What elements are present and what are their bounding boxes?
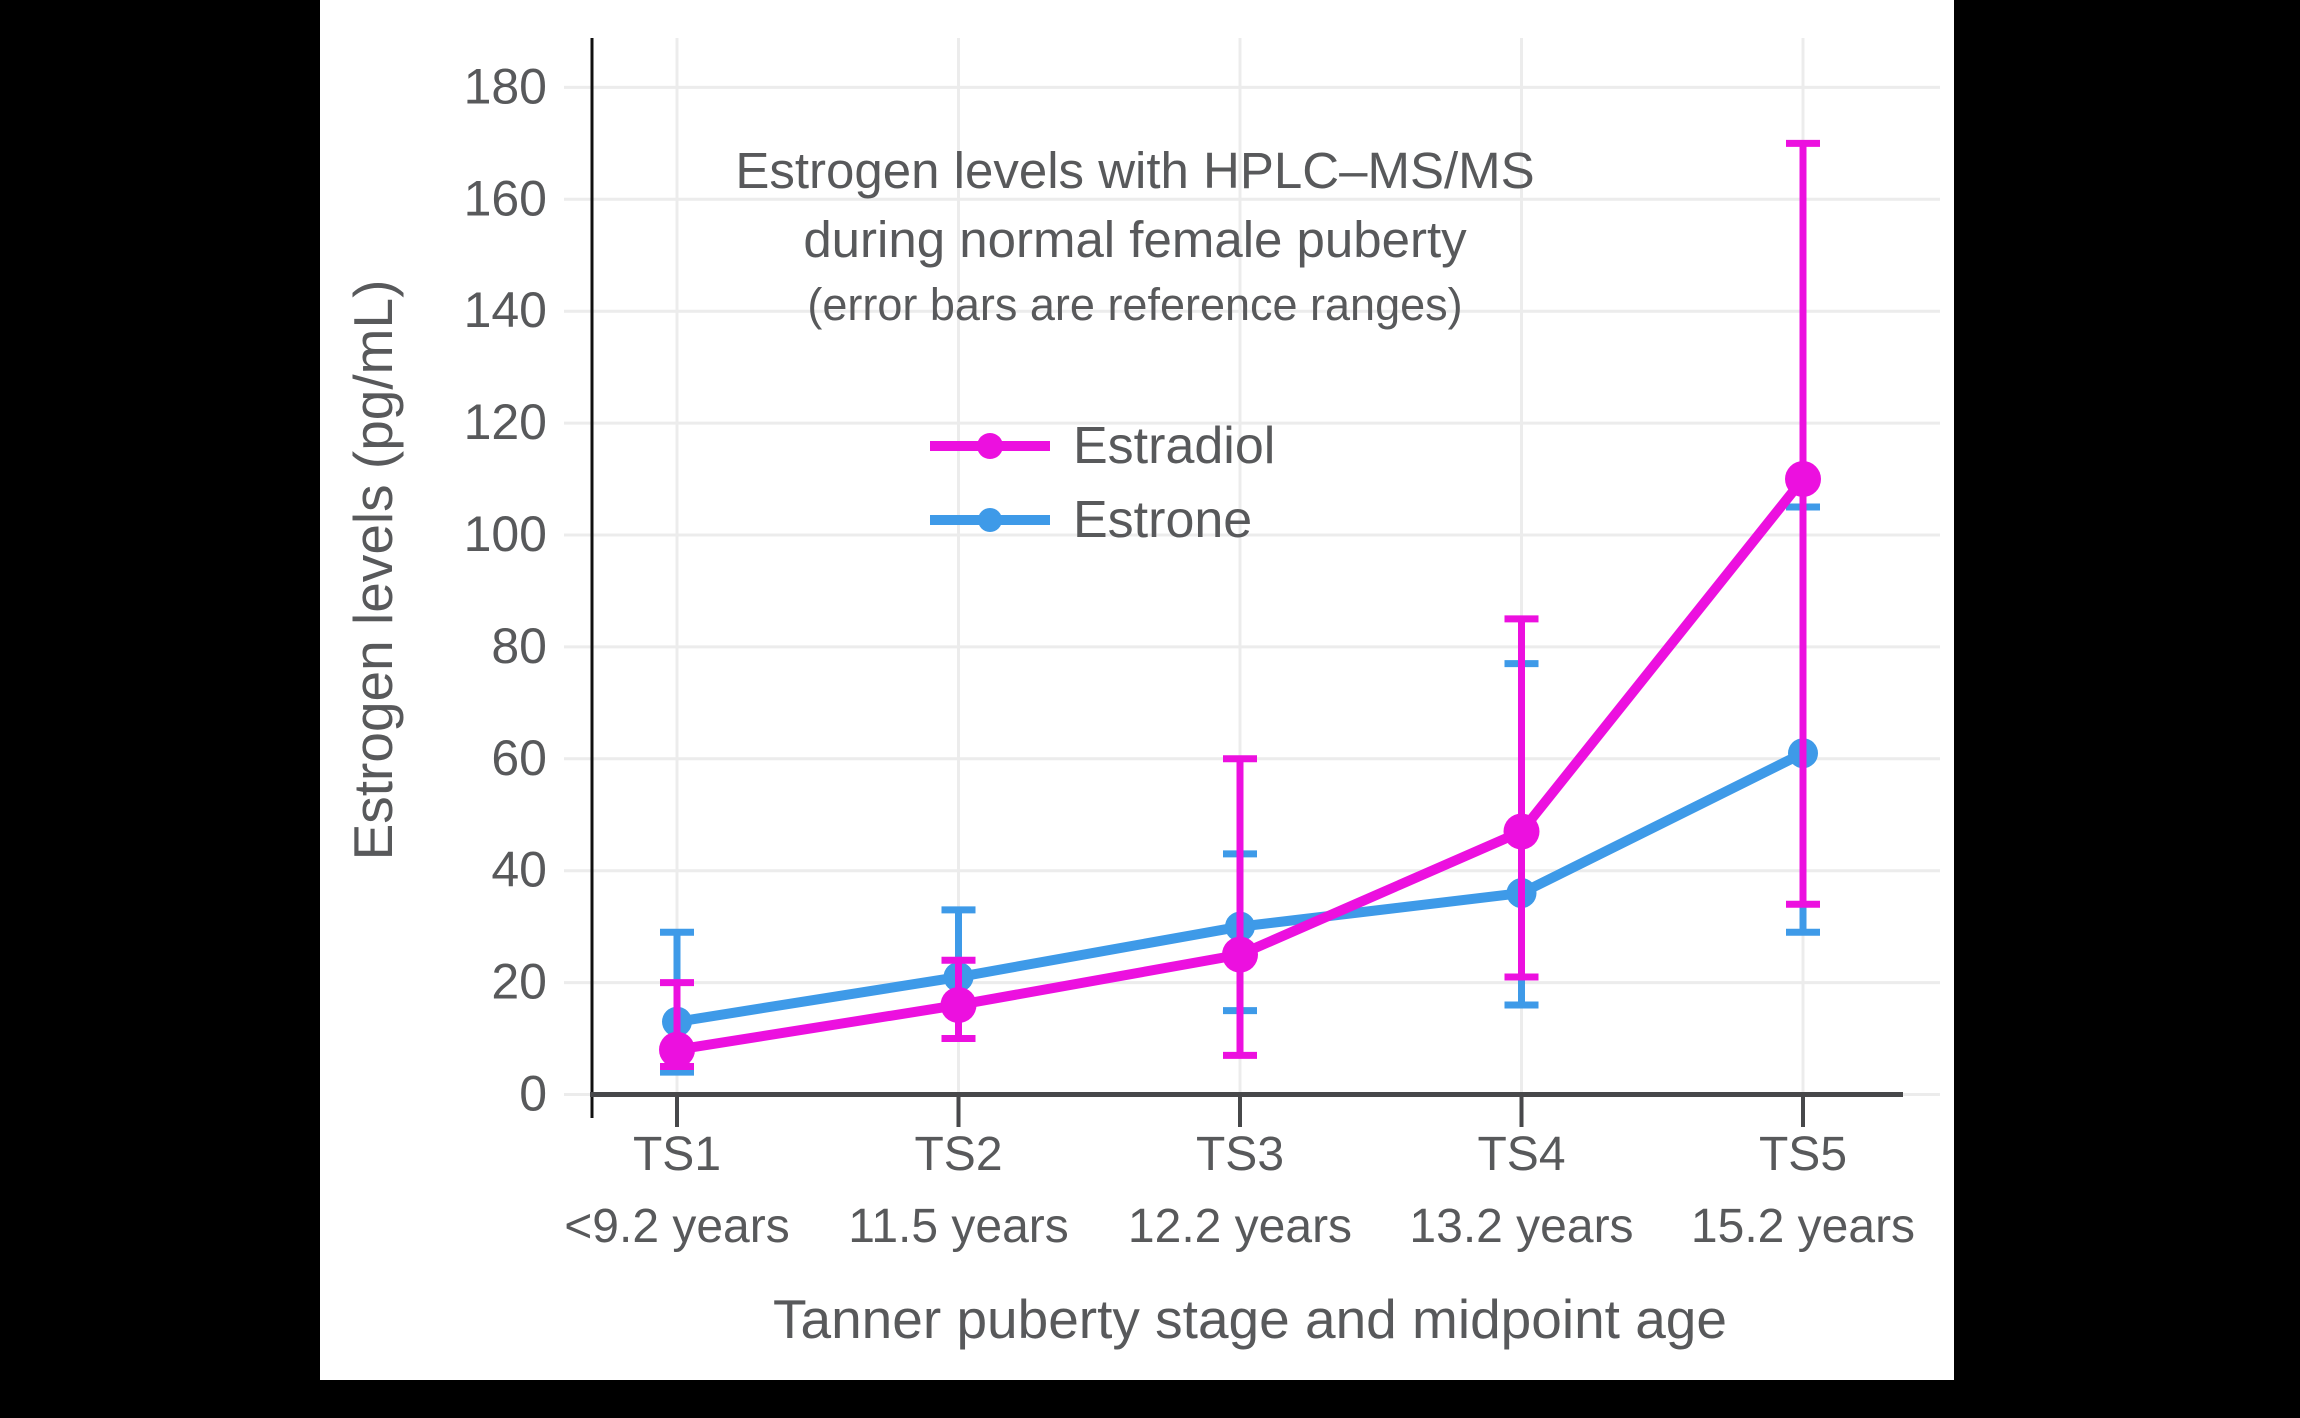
- x-category-label-ts2: TS2: [914, 1128, 1002, 1181]
- chart-title-line1: Estrogen levels with HPLC–MS/MS: [735, 142, 1534, 199]
- y-tick-label-120: 120: [464, 394, 547, 450]
- x-category-label-ts4: TS4: [1477, 1128, 1565, 1181]
- estradiol-point-ts3: [1222, 936, 1258, 973]
- series-group: [659, 139, 1821, 1076]
- estradiol-errorbar-ts3: [1223, 755, 1257, 1059]
- x-age-label-ts1: <9.2 years: [564, 1200, 789, 1253]
- y-tick-label-20: 20: [491, 954, 547, 1010]
- legend-item-estradiol: Estradiol: [930, 417, 1275, 475]
- x-axis-title: Tanner puberty stage and midpoint age: [773, 1288, 1727, 1350]
- y-axis-title: Estrogen levels (pg/mL): [342, 280, 404, 861]
- x-age-label-ts2: 11.5 years: [848, 1200, 1069, 1253]
- y-tick-label-160: 160: [464, 170, 547, 226]
- estradiol-point-ts2: [940, 986, 977, 1023]
- estrogen-line-chart: 0 20 40 60 80 100 120 140 160 180 TS1 <9.2 years TS2…: [342, 38, 1940, 1350]
- x-category-label-ts1: TS1: [633, 1128, 721, 1181]
- y-tick-label-0: 0: [519, 1066, 547, 1122]
- y-tick-label-180: 180: [464, 58, 547, 114]
- chart-title-line2: during normal female puberty: [803, 211, 1467, 268]
- y-tick-label-100: 100: [464, 506, 547, 562]
- axis-labels-group: 0 20 40 60 80 100 120 140 160 180 TS1 <9.2 years TS2…: [464, 58, 1916, 1253]
- estradiol-point-ts4: [1503, 813, 1540, 850]
- x-category-label-ts3: TS3: [1196, 1128, 1284, 1181]
- x-age-label-ts4: 13.2 years: [1409, 1200, 1633, 1253]
- y-tick-label-60: 60: [491, 730, 547, 786]
- x-ticks-group: [675, 1097, 1805, 1127]
- estradiol-point-ts1: [659, 1031, 695, 1068]
- legend-label-estradiol: Estradiol: [1073, 417, 1275, 475]
- chart-subtitle: (error bars are reference ranges): [807, 279, 1462, 330]
- estradiol-point-ts5: [1785, 461, 1821, 498]
- legend-marker-estrone: [978, 508, 1002, 532]
- chart-panel: 0 20 40 60 80 100 120 140 160 180 TS1 <9.2 years TS2…: [320, 0, 1954, 1380]
- y-tick-label-40: 40: [491, 842, 547, 898]
- estradiol-errorbar-ts5: [1786, 139, 1820, 908]
- legend: Estradiol Estrone: [930, 417, 1275, 549]
- legend-marker-estradiol: [977, 433, 1003, 459]
- legend-label-estrone: Estrone: [1073, 491, 1252, 549]
- y-tick-label-80: 80: [491, 618, 547, 674]
- x-age-label-ts5: 15.2 years: [1691, 1200, 1915, 1253]
- y-tick-label-140: 140: [464, 282, 547, 338]
- x-category-label-ts5: TS5: [1759, 1128, 1847, 1181]
- series-estradiol: [659, 139, 1821, 1071]
- x-age-label-ts3: 12.2 years: [1128, 1200, 1352, 1253]
- legend-item-estrone: Estrone: [930, 491, 1252, 549]
- estradiol-errorbar-ts4: [1504, 615, 1539, 981]
